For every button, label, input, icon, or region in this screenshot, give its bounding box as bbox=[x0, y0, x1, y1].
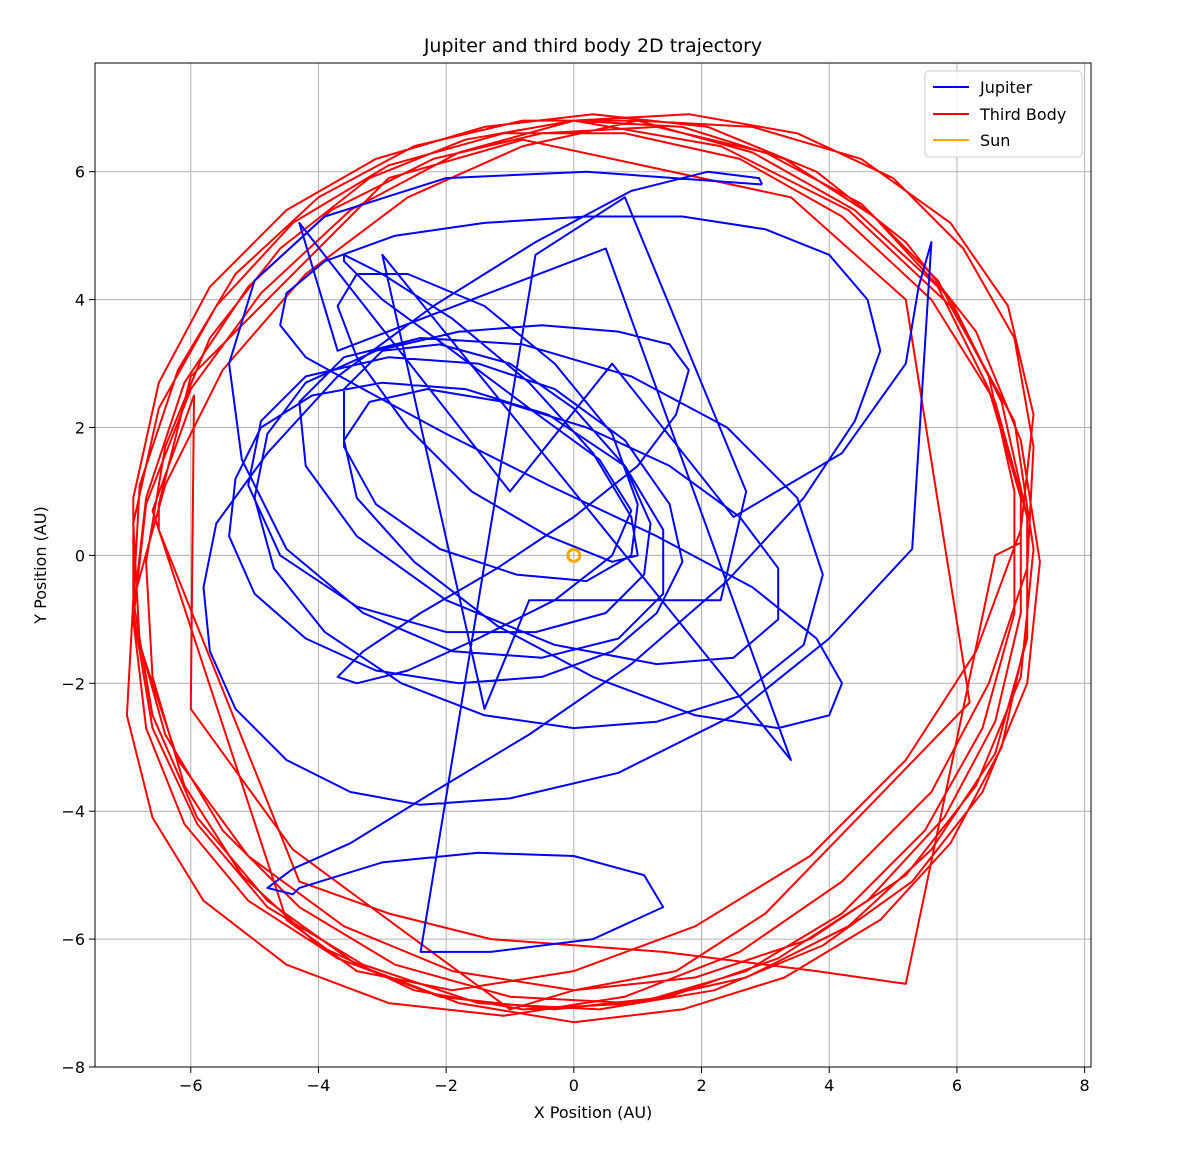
x-tick-label: −4 bbox=[307, 1076, 331, 1095]
chart-title: Jupiter and third body 2D trajectory bbox=[423, 35, 762, 57]
legend-label-jupiter: Jupiter bbox=[979, 78, 1033, 97]
x-tick-label: 6 bbox=[952, 1076, 962, 1095]
legend-box bbox=[924, 70, 1083, 158]
y-tick-label: −8 bbox=[61, 1058, 85, 1077]
x-tick-label: −2 bbox=[434, 1076, 458, 1095]
x-axis-label: X Position (AU) bbox=[534, 1103, 653, 1122]
x-tick-label: 0 bbox=[569, 1076, 579, 1095]
legend-label-third-body: Third Body bbox=[979, 105, 1066, 124]
sun-marker bbox=[566, 547, 582, 563]
y-axis: −8 −6 −4 −2 0 2 4 6 bbox=[61, 163, 95, 1077]
y-tick-label: −2 bbox=[61, 674, 85, 693]
y-tick-label: 2 bbox=[75, 419, 85, 438]
legend: Jupiter Third Body Sun bbox=[924, 70, 1083, 158]
x-tick-label: 8 bbox=[1080, 1076, 1090, 1095]
y-tick-label: −6 bbox=[61, 930, 85, 949]
y-tick-label: 4 bbox=[75, 291, 85, 310]
plot-area bbox=[125, 113, 1041, 1024]
jupiter-trajectory bbox=[202, 170, 933, 953]
x-tick-label: −6 bbox=[179, 1076, 203, 1095]
y-axis-label: Y Position (AU) bbox=[31, 506, 50, 624]
y-tick-label: 6 bbox=[75, 163, 85, 182]
plot-frame bbox=[94, 62, 1092, 1068]
y-tick-label: 0 bbox=[75, 546, 85, 565]
x-tick-label: 4 bbox=[824, 1076, 834, 1095]
y-tick-label: −4 bbox=[61, 802, 85, 821]
third-body-trajectory bbox=[125, 113, 1041, 1024]
x-tick-label: 2 bbox=[696, 1076, 706, 1095]
x-axis: −6 −4 −2 0 2 4 6 8 bbox=[179, 1067, 1090, 1095]
legend-label-sun: Sun bbox=[980, 131, 1010, 150]
